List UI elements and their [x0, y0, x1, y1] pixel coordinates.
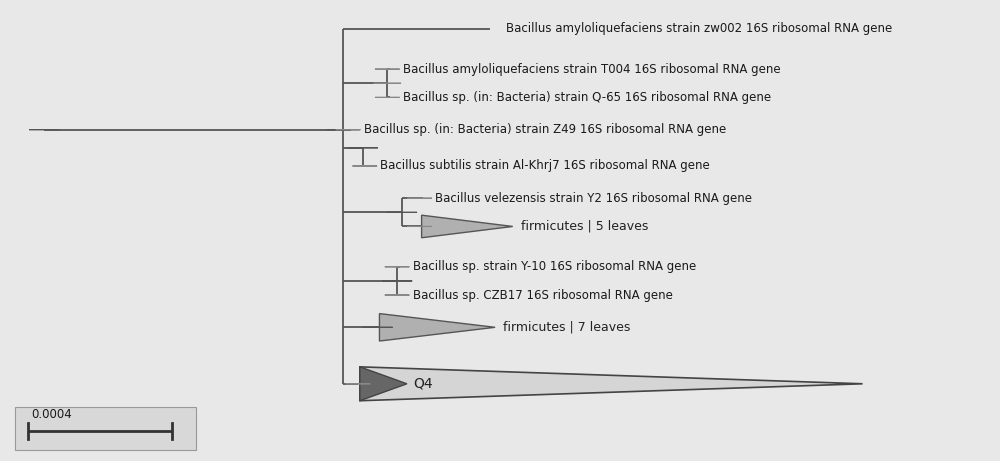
Text: Bacillus velezensis strain Y2 16S ribosomal RNA gene: Bacillus velezensis strain Y2 16S riboso… — [435, 192, 752, 205]
Polygon shape — [422, 215, 513, 238]
Polygon shape — [379, 313, 495, 341]
Text: firmicutes | 5 leaves: firmicutes | 5 leaves — [521, 220, 648, 233]
Text: Bacillus sp. (in: Bacteria) strain Z49 16S ribosomal RNA gene: Bacillus sp. (in: Bacteria) strain Z49 1… — [364, 123, 726, 136]
Polygon shape — [360, 367, 407, 401]
Text: Bacillus subtilis strain Al-Khrj7 16S ribosomal RNA gene: Bacillus subtilis strain Al-Khrj7 16S ri… — [380, 160, 710, 172]
Text: Q4: Q4 — [413, 377, 432, 391]
Text: Bacillus sp. strain Y-10 16S ribosomal RNA gene: Bacillus sp. strain Y-10 16S ribosomal R… — [413, 260, 696, 273]
Text: Bacillus sp. CZB17 16S ribosomal RNA gene: Bacillus sp. CZB17 16S ribosomal RNA gen… — [413, 289, 673, 301]
Text: Bacillus amyloliquefaciens strain zw002 16S ribosomal RNA gene: Bacillus amyloliquefaciens strain zw002 … — [506, 22, 892, 35]
Text: Bacillus sp. (in: Bacteria) strain Q-65 16S ribosomal RNA gene: Bacillus sp. (in: Bacteria) strain Q-65 … — [403, 91, 771, 104]
Text: Bacillus amyloliquefaciens strain T004 16S ribosomal RNA gene: Bacillus amyloliquefaciens strain T004 1… — [403, 63, 781, 76]
Text: firmicutes | 7 leaves: firmicutes | 7 leaves — [503, 321, 630, 334]
Polygon shape — [360, 367, 863, 401]
FancyBboxPatch shape — [15, 407, 196, 449]
Text: 0.0004: 0.0004 — [32, 408, 72, 421]
